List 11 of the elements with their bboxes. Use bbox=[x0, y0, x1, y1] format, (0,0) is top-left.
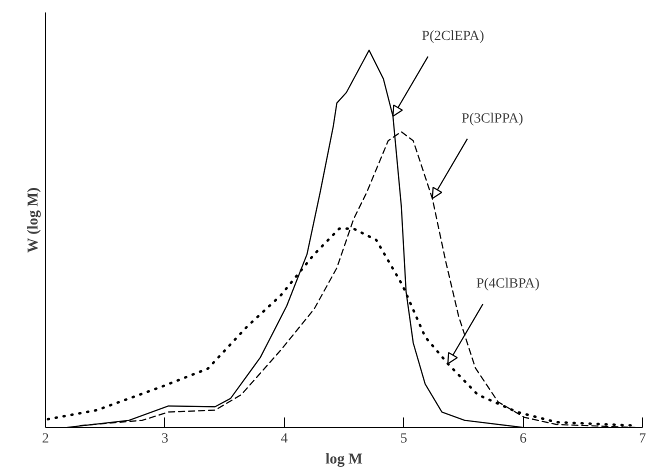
x-tick-label: 4 bbox=[280, 432, 288, 446]
x-tick-label: 7 bbox=[639, 432, 646, 446]
x-tick-label: 2 bbox=[42, 432, 49, 446]
x-tick-label: 3 bbox=[161, 432, 168, 446]
annotation: P(2ClEPA) bbox=[422, 29, 485, 44]
annotation: P(3ClPPA) bbox=[461, 111, 524, 126]
x-tick-label: 5 bbox=[400, 432, 408, 446]
x-axis-title: log M bbox=[325, 452, 363, 468]
annotation: P(4ClBPA) bbox=[476, 276, 540, 292]
y-axis-title: W (log M) bbox=[26, 187, 42, 253]
x-tick-label: 6 bbox=[520, 432, 527, 446]
